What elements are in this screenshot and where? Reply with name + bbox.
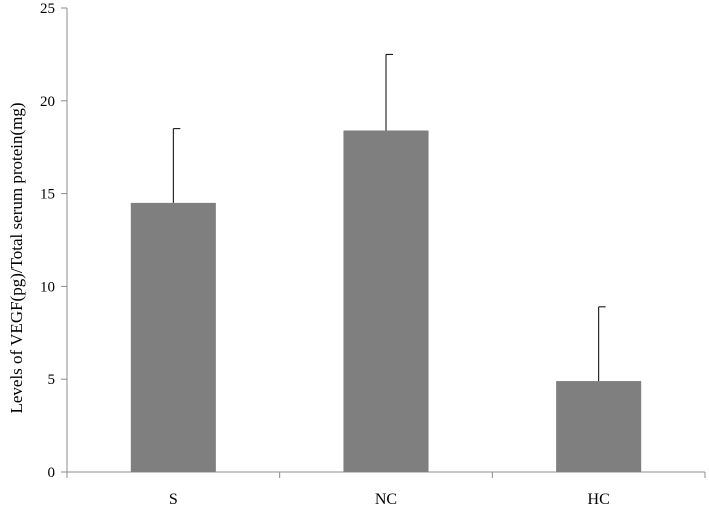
x-tick-label: S [169,491,178,508]
y-tick-label: 5 [48,372,56,388]
bar-nc [343,130,429,472]
y-tick-label: 20 [40,94,55,110]
y-tick-label: 0 [48,465,56,481]
y-tick-label: 10 [40,279,55,295]
y-axis: 0 5 10 15 20 25 [40,1,68,481]
x-tick-label: NC [375,491,397,508]
y-axis-title: Levels of VEGF(pg)/Total serum protein(m… [7,102,26,413]
y-tick-label: 25 [40,1,55,17]
y-tick-label: 15 [40,187,55,203]
bars [130,130,642,472]
bar-hc [556,381,642,472]
error-bars [172,53,606,382]
x-axis: S NC HC [66,471,706,508]
x-tick-label: HC [588,491,610,508]
bar-s [130,202,216,472]
